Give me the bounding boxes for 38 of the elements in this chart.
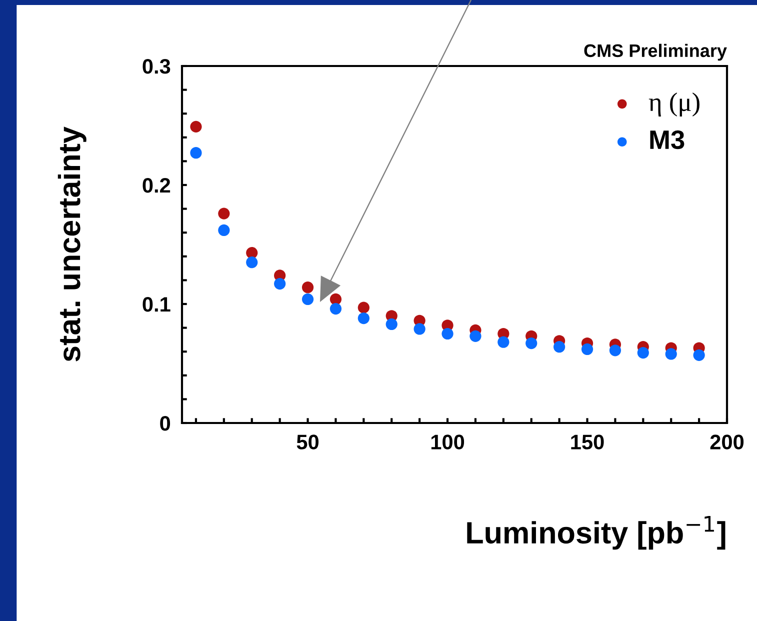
point: [609, 344, 622, 356]
point: [665, 348, 677, 360]
x-tick-label: 100: [431, 434, 464, 450]
y-tick-label: 0.1: [142, 297, 170, 312]
point: [414, 323, 426, 335]
point: [246, 256, 258, 268]
x-tick-label: 50: [296, 434, 319, 450]
point: [190, 120, 202, 132]
point: [498, 336, 510, 348]
point: [470, 330, 482, 342]
point: [693, 349, 705, 361]
point: [526, 337, 538, 350]
y-tick-label: 0.2: [142, 178, 170, 193]
legend-label: M3: [650, 130, 684, 150]
point: [358, 302, 370, 314]
point: [274, 278, 286, 290]
point: [302, 293, 314, 306]
point: [218, 208, 230, 220]
text: CMS Preliminary: [584, 44, 727, 61]
point: [386, 318, 398, 330]
x-axis-title: Luminosity [pb$^{−1}$]: [467, 516, 726, 550]
point: [637, 346, 649, 359]
point: [581, 343, 594, 356]
point: [330, 302, 342, 315]
point: [442, 328, 454, 340]
y-tick-label: 0: [160, 416, 170, 431]
point: [330, 293, 342, 306]
point: [554, 341, 566, 353]
y-tick-label: 0.3: [142, 59, 170, 74]
y-axis-title: stat. uncertainty: [58, 126, 86, 362]
point: [190, 147, 202, 159]
legend-label: η (μ): [648, 92, 700, 117]
point: [302, 282, 314, 294]
point: [218, 224, 230, 236]
x-tick-label: 200: [710, 434, 744, 450]
x-tick-label: 150: [571, 434, 604, 450]
point: [246, 247, 258, 259]
point: [358, 312, 370, 324]
